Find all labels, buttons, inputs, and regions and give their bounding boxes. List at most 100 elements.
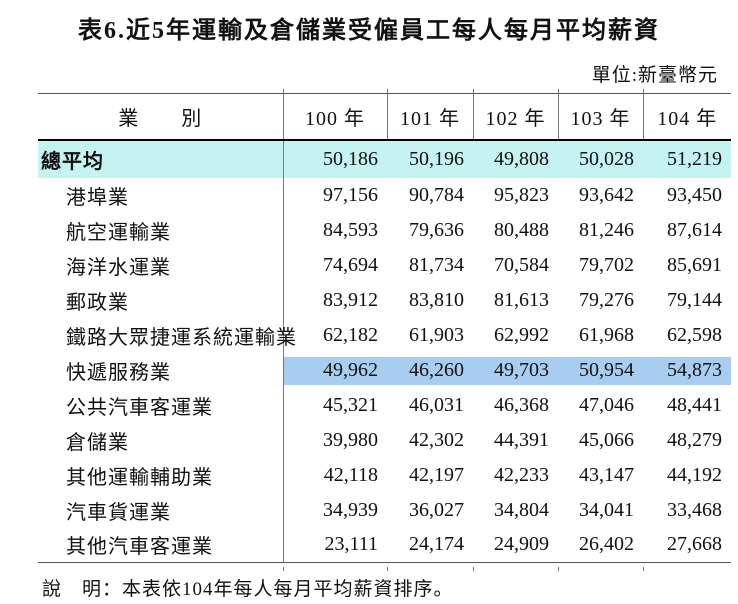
column-header-year-104: 104 年: [642, 93, 731, 141]
salary-value: 84,593: [323, 218, 378, 241]
salary-value: 93,450: [667, 183, 722, 206]
salary-value: 23,111: [283, 527, 387, 563]
salary-value: 42,197: [409, 463, 464, 486]
salary-value: 85,691: [667, 253, 722, 276]
column-header-category: 業 別: [38, 93, 283, 141]
salary-value: 47,046: [579, 393, 634, 416]
salary-value: 34,804: [494, 498, 549, 521]
salary-value: 61,968: [579, 323, 634, 346]
industry-label: 海洋水運業: [38, 247, 284, 283]
industry-label: 航空運輸業: [38, 212, 284, 248]
table-row: 公共汽車客運業 45,321 46,031 46,368 47,046 48,441: [38, 387, 731, 423]
salary-value: 34,939: [323, 498, 378, 521]
column-tick: [387, 567, 388, 571]
salary-value: 70,584: [494, 253, 549, 276]
column-tick: [643, 89, 644, 93]
column-tick: [643, 567, 644, 571]
industry-label: 其他汽車客運業: [38, 527, 284, 563]
salary-value: 42,233: [494, 463, 549, 486]
salary-value: 45,321: [323, 393, 378, 416]
salary-value: 24,909: [473, 527, 558, 563]
salary-value: 39,980: [323, 428, 378, 451]
industry-label: 其他運輸輔助業: [38, 457, 284, 493]
column-header-year-100: 100 年: [282, 93, 387, 141]
salary-value: 79,276: [579, 288, 634, 311]
salary-value: 83,912: [323, 288, 378, 311]
salary-value: 74,694: [323, 253, 378, 276]
salary-value: 34,041: [579, 498, 634, 521]
industry-label: 郵政業: [38, 282, 284, 318]
salary-value: 50,186: [283, 139, 387, 178]
salary-value: 45,066: [579, 428, 634, 451]
salary-value: 51,219: [643, 139, 731, 178]
table-row: 海洋水運業 74,694 81,734 70,584 79,702 85,691: [38, 247, 731, 283]
salary-value: 62,182: [323, 323, 378, 346]
salary-value: 79,702: [579, 253, 634, 276]
salary-value: 79,636: [409, 218, 464, 241]
footnote: 說 明：本表依104年每人每月平均薪資排序。: [42, 579, 454, 600]
salary-value: 36,027: [409, 498, 464, 521]
salary-value: 81,734: [409, 253, 464, 276]
salary-value: 24,174: [387, 527, 473, 563]
salary-value: 48,441: [667, 393, 722, 416]
salary-value: 54,873: [643, 352, 731, 388]
column-tick: [387, 89, 388, 93]
salary-value: 49,703: [473, 352, 558, 388]
industry-label: 倉儲業: [38, 422, 284, 458]
table-row: 快遞服務業 49,962 46,260 49,703 50,954 54,873: [38, 352, 731, 388]
table-row: 總平均 50,186 50,196 49,808 50,028 51,219: [38, 139, 731, 178]
salary-value: 90,784: [409, 183, 464, 206]
industry-label: 總平均: [38, 139, 284, 178]
table-row: 郵政業 83,912 83,810 81,613 79,276 79,144: [38, 282, 731, 318]
salary-value: 62,598: [667, 323, 722, 346]
salary-value: 50,196: [387, 139, 473, 178]
table-row: 倉儲業 39,980 42,302 44,391 45,066 48,279: [38, 422, 731, 458]
column-tick: [473, 89, 474, 93]
salary-value: 61,903: [409, 323, 464, 346]
salary-value: 43,147: [579, 463, 634, 486]
salary-value: 79,144: [667, 288, 722, 311]
salary-table: 業 別 100 年 101 年 102 年 103 年 104 年 總平均 50,…: [38, 93, 731, 563]
salary-value: 83,810: [409, 288, 464, 311]
table-body: 總平均 50,186 50,196 49,808 50,028 51,219 港埠業 97,1…: [38, 139, 731, 563]
column-header-year-102: 102 年: [472, 93, 558, 141]
table-row: 汽車貨運業 34,939 36,027 34,804 34,041 33,468: [38, 492, 731, 528]
salary-value: 49,962: [283, 352, 387, 388]
industry-label: 汽車貨運業: [38, 492, 284, 528]
column-tick: [473, 567, 474, 571]
salary-value: 93,642: [579, 183, 634, 206]
salary-value: 49,808: [473, 139, 558, 178]
salary-value: 27,668: [643, 527, 731, 563]
unit-label: 單位:新臺幣元: [591, 65, 718, 86]
industry-label: 鐵路大眾捷運系統運輸業: [38, 317, 296, 353]
header-row: 業 別 100 年 101 年 102 年 103 年 104 年: [38, 93, 731, 141]
column-tick: [283, 89, 284, 93]
salary-value: 42,118: [323, 463, 378, 486]
column-tick: [283, 567, 284, 571]
salary-value: 87,614: [667, 218, 722, 241]
salary-value: 80,488: [494, 218, 549, 241]
column-tick: [558, 89, 559, 93]
salary-value: 81,246: [579, 218, 634, 241]
salary-value: 50,954: [558, 352, 643, 388]
table-row: 港埠業 97,156 90,784 95,823 93,642 93,450: [38, 177, 731, 213]
table-row: 其他汽車客運業 23,111 24,174 24,909 26,402 27,668: [38, 527, 731, 563]
salary-value: 46,368: [494, 393, 549, 416]
salary-value: 95,823: [494, 183, 549, 206]
industry-label: 快遞服務業: [38, 352, 284, 388]
table-row: 其他運輸輔助業 42,118 42,197 42,233 43,147 44,192: [38, 457, 731, 493]
table-row: 航空運輸業 84,593 79,636 80,488 81,246 87,614: [38, 212, 731, 248]
salary-value: 46,260: [387, 352, 473, 388]
salary-value: 26,402: [558, 527, 643, 563]
column-header-year-103: 103 年: [557, 93, 643, 141]
industry-label: 公共汽車客運業: [38, 387, 284, 423]
table-title: 表6.近5年運輸及倉儲業受僱員工每人每月平均薪資: [78, 18, 660, 44]
salary-value: 46,031: [409, 393, 464, 416]
salary-value: 97,156: [323, 183, 378, 206]
column-header-year-101: 101 年: [386, 93, 473, 141]
salary-value: 44,192: [667, 463, 722, 486]
salary-value: 81,613: [494, 288, 549, 311]
salary-value: 42,302: [409, 428, 464, 451]
table-row: 鐵路大眾捷運系統運輸業 62,182 61,903 62,992 61,968 62,59…: [38, 317, 731, 353]
salary-value: 50,028: [558, 139, 643, 178]
